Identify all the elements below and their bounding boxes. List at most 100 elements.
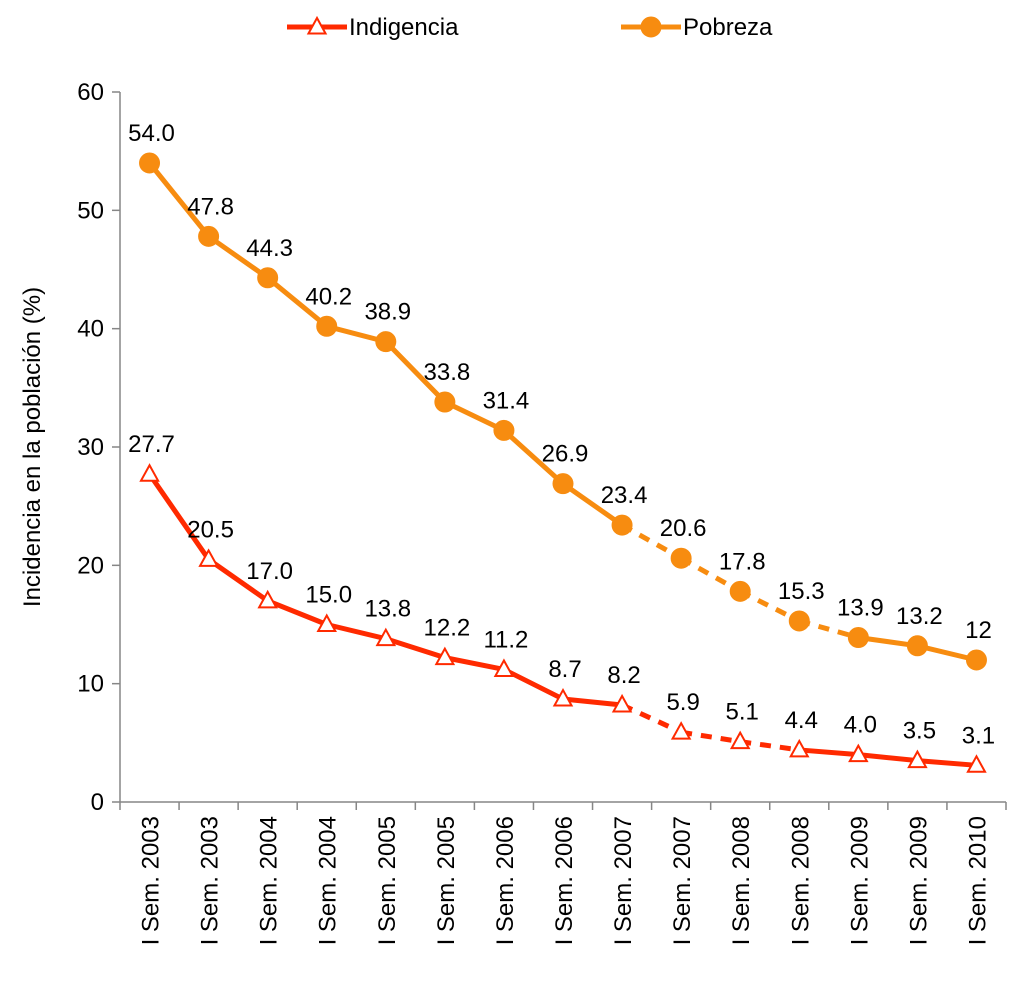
pobreza-point [670, 547, 692, 569]
x-axis-ticks: I Sem. 2003 I Sem. 2003 I Sem. 2004 I Sem. … [119, 802, 1007, 945]
indigencia-point [670, 721, 692, 740]
series-indigencia: 27.7 20.5 17.0 15.0 13.8 12.2 11.2 8.7 8.2 5.9 5.1… [128, 431, 995, 773]
indigencia-line-segment [739, 739, 800, 753]
y-tick-label: 30 [77, 434, 104, 461]
pobreza-line-segment [383, 339, 448, 405]
x-tick-label: I Sem. 2006 [492, 816, 519, 945]
indigencia-point [966, 754, 987, 773]
pobreza-point [611, 514, 633, 536]
indigencia-data-label: 5.1 [726, 699, 759, 726]
indigencia-data-label: 12.2 [424, 615, 471, 642]
pobreza-point [729, 580, 751, 602]
indigencia-point [139, 463, 160, 482]
indigencia-data-label: 3.5 [903, 718, 936, 745]
indigencia-point [316, 613, 337, 632]
pobreza-line-segment [206, 233, 271, 281]
pobreza-line-segment [442, 399, 507, 433]
pobreza-point [847, 627, 869, 649]
pobreza-data-label: 33.8 [424, 359, 471, 386]
indigencia-data-label: 3.1 [962, 722, 995, 749]
indigencia-data-label: 17.0 [246, 558, 293, 585]
legend: Indigencia Pobreza [287, 14, 773, 41]
indigencia-point [375, 627, 397, 647]
indigencia-point [552, 687, 574, 707]
y-tick-label: 20 [77, 552, 104, 579]
x-tick-label: I Sem. 2003 [197, 816, 224, 945]
indigencia-point [198, 548, 219, 567]
pobreza-data-label: 12 [965, 617, 992, 644]
indigencia-data-label: 5.9 [666, 689, 699, 716]
indigencia-data-label: 8.7 [548, 656, 581, 683]
pobreza-point [906, 635, 928, 657]
legend-label-pobreza: Pobreza [683, 14, 773, 41]
legend-label-indigencia: Indigencia [349, 14, 459, 41]
pobreza-line-segment [501, 427, 566, 487]
pobreza-point [375, 331, 397, 353]
indigencia-data-label: 11.2 [483, 626, 528, 653]
indigencia-data-label: 4.0 [844, 712, 877, 739]
pobreza-point [257, 267, 279, 289]
pobreza-line-segment [147, 160, 212, 239]
indigencia-data-label: 8.2 [607, 662, 640, 689]
x-tick-label: I Sem. 2007 [610, 816, 637, 945]
pobreza-point [493, 419, 515, 441]
legend-marker-pobreza [640, 16, 662, 38]
x-tick-label: I Sem. 2007 [669, 816, 696, 945]
x-tick-label: I Sem. 2003 [138, 816, 165, 945]
indigencia-line-segment [855, 752, 920, 764]
x-tick-label: I Sem. 2006 [551, 816, 578, 945]
y-axis-title: Incidencia en la población (%) [19, 287, 46, 607]
pobreza-point [198, 225, 220, 247]
pobreza-data-label: 31.4 [483, 387, 530, 414]
indigencia-line-segment [914, 758, 979, 768]
indigencia-line-segment [796, 747, 861, 758]
y-tick-label: 40 [77, 316, 104, 343]
pobreza-point [788, 610, 810, 632]
pobreza-line-segment [560, 481, 625, 528]
legend-marker-indigencia [306, 15, 328, 35]
indigencia-point [907, 749, 928, 769]
y-tick-label: 0 [91, 789, 104, 816]
indigencia-point [729, 730, 751, 750]
indigencia-line-segment [147, 471, 212, 562]
x-tick-label: I Sem. 2005 [433, 816, 460, 945]
pobreza-data-label: 13.9 [837, 595, 884, 622]
indigencia-point [789, 738, 810, 758]
indigencia-data-label: 4.4 [785, 707, 818, 734]
pobreza-point [552, 473, 574, 495]
x-tick-label: I Sem. 2004 [315, 816, 342, 945]
indigencia-line-segment [680, 729, 741, 745]
pobreza-data-label: 54.0 [128, 120, 175, 147]
pobreza-point [316, 315, 338, 337]
y-axis-ticks: 0 10 20 30 40 50 60 [77, 79, 120, 816]
pobreza-data-label: 23.4 [601, 482, 648, 509]
x-tick-label: I Sem. 2008 [787, 816, 814, 945]
x-tick-label: I Sem. 2004 [256, 816, 283, 945]
pobreza-point [965, 649, 987, 671]
indigencia-line-segment [560, 696, 625, 708]
x-tick-label: I Sem. 2009 [846, 816, 873, 945]
x-tick-label: I Sem. 2008 [728, 816, 755, 945]
pobreza-data-label: 17.8 [719, 548, 766, 575]
x-tick-label: I Sem. 2010 [964, 816, 991, 945]
indigencia-data-label: 15.0 [305, 582, 352, 609]
indigencia-data-label: 13.8 [364, 596, 411, 623]
indigencia-line-segment [383, 636, 448, 661]
pobreza-data-label: 40.2 [305, 283, 352, 310]
indigencia-point [434, 646, 456, 666]
pobreza-data-label: 26.9 [542, 441, 589, 468]
series-pobreza: 54.0 47.8 44.3 40.2 38.9 33.8 31.4 26.9 23.4 20.6… [128, 120, 992, 671]
y-tick-label: 60 [77, 79, 104, 106]
pobreza-point [139, 152, 161, 174]
indigencia-point [493, 658, 515, 677]
plot-area: 27.7 20.5 17.0 15.0 13.8 12.2 11.2 8.7 8.2 5.9 5.1… [128, 120, 995, 773]
y-tick-label: 50 [77, 197, 104, 224]
pobreza-data-label: 44.3 [246, 235, 293, 262]
x-tick-label: I Sem. 2009 [905, 816, 932, 945]
pobreza-point [434, 391, 456, 413]
pobreza-line-segment [265, 275, 330, 329]
pobreza-data-label: 13.2 [896, 603, 943, 630]
indigencia-line-segment [442, 655, 507, 672]
